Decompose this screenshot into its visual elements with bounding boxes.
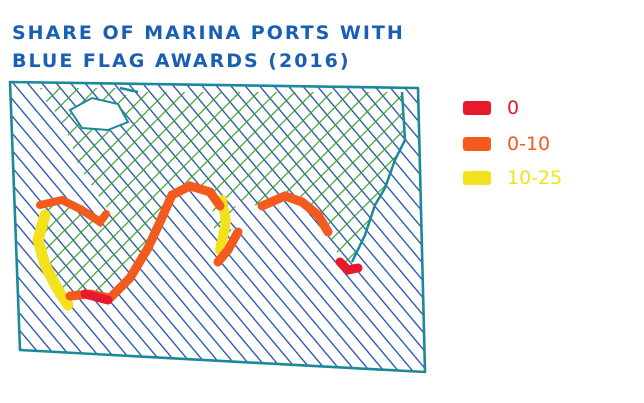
coast-segment-0-10-east [257,191,333,237]
legend-label-0-10: 0-10 [507,133,551,155]
legend-swatch-0 [463,101,491,115]
map-title-line-1: SHARE OF MARINA PORTS WITH [12,22,405,44]
map-title-line-2: BLUE FLAG AWARDS (2016) [12,50,351,72]
legend-label-10-25: 10-25 [507,167,563,189]
sea-inlet [68,96,130,132]
legend-label-0: 0 [507,97,520,119]
map-frame [8,80,427,374]
land-area [40,88,405,300]
coastline-outline [119,86,407,263]
coast-segment-0-south [80,289,113,305]
legend-swatch-10-25 [463,171,491,185]
coast-segment-10-25-west [32,209,74,311]
legend-swatch-0-10 [463,137,491,151]
coast-segment-0-10-central [213,227,243,267]
coast-segment-0-east [335,257,363,275]
coast-segment-0-10-west [36,195,110,228]
